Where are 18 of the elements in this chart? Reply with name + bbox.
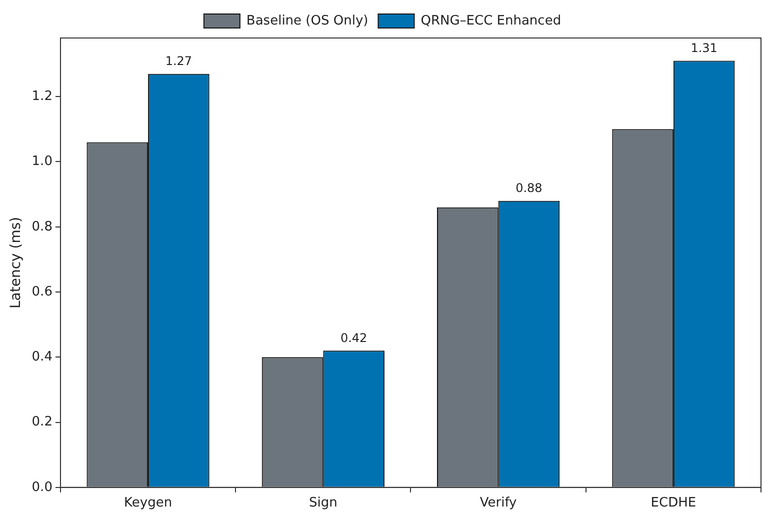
legend-label: Baseline (OS Only) — [246, 13, 368, 28]
x-tick-label: ECDHE — [650, 496, 696, 511]
y-tick-label: 1.0 — [32, 154, 52, 170]
y-tick-label: 0.2 — [32, 414, 52, 430]
data-label: 0.88 — [516, 180, 542, 195]
data-label: 1.31 — [690, 40, 718, 55]
y-axis-title: Latency (ms) — [8, 216, 24, 309]
y-tick-label: 0.8 — [32, 219, 52, 234]
y-tick-label: 0.0 — [32, 480, 52, 495]
x-tick-label: Verify — [480, 496, 518, 511]
data-label: 1.27 — [165, 54, 192, 68]
y-tick-label: 0.6 — [32, 284, 52, 300]
legend-label: QRNG–ECC Enhanced — [420, 13, 562, 28]
x-tick-label: Sign — [308, 496, 338, 511]
x-tick-label: Keygen — [124, 496, 172, 511]
data-label: 0.42 — [340, 330, 368, 345]
y-tick-label: 1.2 — [32, 88, 52, 104]
y-tick-label: 0.4 — [32, 350, 52, 365]
